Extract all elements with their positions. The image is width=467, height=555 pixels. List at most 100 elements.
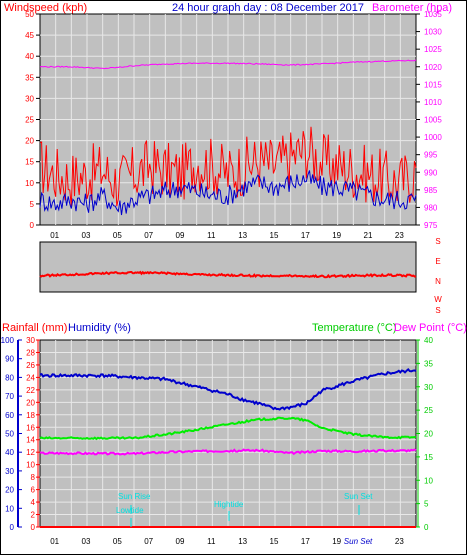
series-line-dewpoint (39, 448, 417, 456)
humidity-tick-label: 80 (5, 373, 14, 382)
rainfall-tick-label: 14 (26, 436, 35, 445)
humidity-tick-label: 0 (10, 523, 15, 532)
windspeed-tick-label: 40 (25, 52, 34, 61)
temperature-tick-label: 10 (424, 476, 433, 485)
rainfall-tick-label: 28 (26, 348, 35, 357)
wind-hour-label: 09 (176, 231, 185, 240)
temp-hour-label: 05 (113, 537, 122, 546)
temp-hour-label: 09 (176, 537, 185, 546)
barometer-tick-label: 980 (424, 203, 438, 212)
temp-hour-label: 01 (50, 537, 59, 546)
wind-hour-label: 17 (301, 231, 310, 240)
windspeed-tick-label: 0 (30, 221, 35, 230)
wind-hour-label: 05 (113, 231, 122, 240)
windspeed-tick-label: 35 (25, 73, 34, 82)
astro-annotations: Sun Rise Lowtide Hightide Sun Set (116, 492, 373, 527)
temperature-tick-label: 15 (424, 453, 433, 462)
wind-hour-label: 01 (50, 231, 59, 240)
barometer-tick-label: 985 (424, 186, 438, 195)
rainfall-tick-label: 4 (31, 498, 36, 507)
temp-hour-label: 17 (301, 537, 310, 546)
humidity-tick-label: 30 (5, 467, 14, 476)
temp-hour-label: 07 (144, 537, 153, 546)
direction-label-1: E (435, 257, 440, 266)
wind-hour-label: 07 (144, 231, 153, 240)
barometer-ticks: 975 980 985 990 995 1000 1005 1010 1015 1020 1025 1… (416, 10, 442, 230)
barometer-tick-label: 1030 (424, 28, 442, 37)
rainfall-tick-label: 12 (26, 448, 35, 457)
wind-hour-label: 03 (82, 231, 91, 240)
series-line-windspeed (39, 126, 417, 207)
windspeed-tick-label: 10 (25, 179, 34, 188)
humidity-tick-label: 60 (5, 411, 14, 420)
temperature-tick-label: 0 (424, 523, 429, 532)
rainfall-tick-label: 30 (26, 336, 35, 345)
temp-hour-label: 13 (238, 537, 247, 546)
barometer-tick-label: 1035 (424, 10, 442, 19)
hightide-label: Hightide (214, 500, 244, 509)
windspeed-tick-label: 45 (25, 31, 34, 40)
wind-hour-label: 19 (332, 231, 341, 240)
wind-hour-ticks: 01 03 05 07 09 11 13 15 17 19 21 23 (50, 231, 404, 240)
humidity-axis-title: Humidity (%) (68, 322, 131, 334)
humidity-tick-label: 50 (5, 430, 14, 439)
humidity-ticks: 0 10 20 30 40 50 60 70 80 90 100 (1, 336, 22, 532)
rainfall-tick-label: 6 (31, 486, 36, 495)
humidity-tick-label: 10 (5, 504, 14, 513)
direction-label-4: S (435, 306, 440, 315)
temperature-tick-label: 40 (424, 336, 433, 345)
windspeed-tick-label: 25 (25, 116, 34, 125)
barometer-tick-label: 1000 (424, 133, 442, 142)
sunrise-label: Sun Rise (118, 492, 151, 501)
rainfall-tick-label: 10 (26, 461, 35, 470)
lowtide-label: Lowtide (116, 506, 144, 515)
barometer-tick-label: 990 (424, 168, 438, 177)
temp-plot-grid (40, 340, 416, 527)
rainfall-tick-label: 2 (31, 511, 36, 520)
temp-hour-label: 11 (207, 537, 216, 546)
windspeed-tick-label: 20 (25, 137, 34, 146)
wind-series (39, 59, 417, 216)
wind-hour-label: 21 (364, 231, 373, 240)
series-line-humidity (39, 368, 417, 411)
sunset-hour-text: Sun Set (344, 537, 373, 546)
rainfall-tick-label: 24 (26, 373, 35, 382)
humidity-tick-label: 40 (5, 448, 14, 457)
barometer-tick-label: 1020 (424, 63, 442, 72)
barometer-tick-label: 1005 (424, 116, 442, 125)
barometer-tick-label: 975 (424, 221, 438, 230)
rainfall-tick-label: 18 (26, 411, 35, 420)
sunset-label: Sun Set (344, 492, 373, 501)
wind-plot-grid (40, 14, 416, 225)
humidity-tick-label: 70 (5, 392, 14, 401)
series-line-barometer (39, 59, 417, 70)
wind-hour-label: 23 (395, 231, 404, 240)
barometer-tick-label: 1025 (424, 45, 442, 54)
direction-label-2: N (435, 277, 441, 286)
wind-hour-label: 15 (270, 231, 279, 240)
windspeed-tick-label: 15 (25, 158, 34, 167)
humidity-tick-label: 90 (5, 355, 14, 364)
temp-hour-label: 15 (270, 537, 279, 546)
series-line-temperature (39, 416, 417, 441)
series-line-wind-direction (39, 270, 417, 279)
humidity-tick-label: 100 (1, 336, 15, 345)
temperature-tick-label: 25 (424, 406, 433, 415)
windspeed-axis-title: Windspeed (kph) (4, 2, 87, 14)
rainfall-tick-label: 26 (26, 361, 35, 370)
temp-hour-label: 23 (395, 537, 404, 546)
windspeed-ticks: 0 5 10 15 20 25 30 35 40 45 50 (25, 10, 40, 230)
windspeed-tick-label: 5 (30, 200, 35, 209)
graph-title: 24 hour graph day : 08 December 2017 (172, 2, 364, 14)
temperature-tick-label: 35 (424, 359, 433, 368)
rainfall-tick-label: 0 (31, 523, 36, 532)
wind-direction-plot-area (39, 241, 417, 293)
humidity-tick-label: 20 (5, 486, 14, 495)
rainfall-tick-label: 20 (26, 398, 35, 407)
rainfall-axis-title: Rainfall (mm) (2, 322, 67, 334)
rainfall-tick-label: 8 (31, 473, 36, 482)
barometer-tick-label: 1015 (424, 80, 442, 89)
